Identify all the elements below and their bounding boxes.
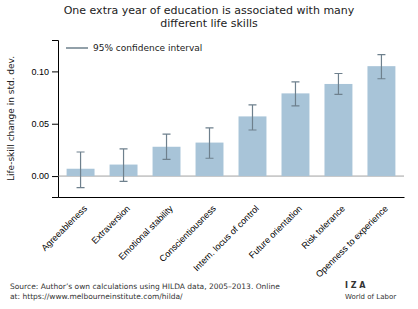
error-bar (334, 73, 342, 94)
brand-label: I Z A (345, 281, 366, 290)
x-tick-label: Intern. locus of control (191, 203, 261, 273)
legend-swatch (66, 47, 88, 49)
bar (367, 66, 395, 176)
y-tick: 0.10 (31, 67, 58, 77)
error-bar (291, 82, 299, 106)
y-tick-label: 0.00 (31, 171, 49, 181)
tick-mark (52, 124, 58, 125)
x-tick-label: Agreeableness (39, 203, 89, 253)
legend-label: 95% confidence interval (93, 43, 202, 53)
x-tick: Extraversion (90, 203, 132, 245)
x-tick-label: Future orientation (247, 203, 304, 260)
y-tick: 0.00 (31, 171, 58, 181)
error-bar (248, 105, 256, 130)
brand-sublabel: World of Labor (345, 293, 396, 301)
bar (324, 84, 352, 176)
marks (58, 55, 404, 188)
error-bar (163, 134, 171, 159)
x-tick-label: Openness to experience (314, 203, 390, 279)
x-tick: Openness to experience (314, 203, 390, 279)
x-tick: Future orientation (247, 203, 304, 260)
y-tick: 0.05 (31, 119, 58, 129)
y-tick-label: 0.10 (31, 67, 49, 77)
tick-mark (52, 176, 58, 177)
plot: 0.00 0.05 0.10 AgreeablenessExtraversionEmo… (31, 41, 404, 280)
x-tick: Agreeableness (39, 203, 89, 253)
y-axis-title: Life-skill change in std. dev. (6, 56, 16, 181)
error-bar (377, 55, 385, 79)
title: One extra year of education is associate… (64, 4, 355, 30)
error-bar (120, 149, 128, 181)
x-tick-label: Risk tolerance (299, 203, 346, 250)
legend: 95% confidence interval (66, 43, 202, 53)
y-tick-label: 0.05 (31, 119, 49, 129)
error-bar (77, 152, 85, 188)
axis-line (52, 41, 59, 198)
x-tick-label: Extraversion (90, 203, 132, 245)
tick-mark (52, 71, 58, 72)
axis-line (59, 197, 405, 198)
y-axis: 0.00 0.05 0.10 (31, 41, 58, 198)
x-axis: AgreeablenessExtraversionEmotional stabi… (39, 198, 404, 280)
x-tick: Intern. locus of control (191, 203, 261, 273)
chart: One extra year of education is associate… (0, 0, 418, 309)
x-tick: Risk tolerance (299, 203, 346, 250)
source-note: Source: Author’s own calculations using … (10, 282, 280, 301)
error-bar (206, 128, 214, 158)
